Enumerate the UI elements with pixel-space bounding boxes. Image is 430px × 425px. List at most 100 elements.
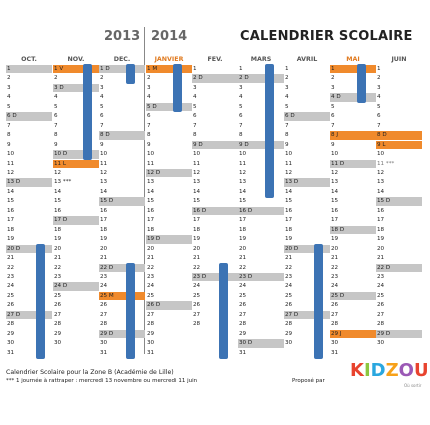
day-cell: 28	[285, 321, 293, 328]
day-cell: 17 D	[53, 216, 99, 225]
day-cell: 10	[100, 151, 108, 158]
day-cell: 24	[193, 283, 201, 290]
day-cell: 3	[285, 84, 289, 91]
day-cell: 23	[377, 273, 385, 280]
day-cell: 2	[147, 75, 151, 82]
day-cell: 16	[285, 207, 293, 214]
kidzou-logo[interactable]: KIDZOU	[350, 360, 429, 381]
day-cell: 29	[7, 330, 15, 337]
day-cell: 15 D	[99, 197, 145, 206]
day-cell: 19	[193, 236, 201, 243]
day-cell: 23	[331, 273, 339, 280]
day-cell: 8	[193, 132, 197, 139]
day-cell: 22	[7, 264, 15, 271]
day-cell: 30	[377, 340, 385, 347]
month-name: AVRIL	[296, 56, 318, 63]
month-column-oct: OCT. 1 2 3 4 5 6 D 7 8 9 10 11 12 13 D 14 15 16 17 18 19 20 …	[6, 56, 52, 358]
day-cell: 19	[377, 236, 385, 243]
day-cell: 26	[193, 302, 201, 309]
day-cell: 4	[54, 94, 58, 101]
day-cell: 18	[147, 226, 155, 233]
day-cell: 20	[147, 245, 155, 252]
day-cell: 20 D	[6, 244, 52, 254]
day-cell: 7	[147, 122, 151, 129]
day-cell: 11 D	[330, 159, 376, 168]
day-cell: 1	[285, 66, 289, 72]
day-cell: 5	[193, 103, 197, 110]
day-cell: 10	[193, 151, 201, 158]
month-column-avril: AVRIL 1 2 3 4 5 6 D 7 8 9 10 11 12 13 D 14 15 16 17 18 19 20…	[284, 56, 330, 349]
logo-letter: K	[350, 360, 364, 381]
day-cell: 7	[239, 122, 243, 129]
day-cell: 12	[239, 169, 247, 176]
day-cell: 29 J	[330, 329, 376, 339]
day-cell: 4	[285, 94, 289, 101]
day-cell: 7	[7, 122, 11, 129]
school-year-divider	[144, 27, 145, 354]
day-cell: 5	[377, 103, 381, 110]
day-cell: 9	[54, 141, 58, 148]
day-cell: 4	[193, 94, 197, 101]
day-cell: 10	[285, 151, 293, 158]
day-cell: 15	[7, 198, 15, 205]
day-cell: 30	[331, 340, 339, 347]
day-cell: 21	[54, 255, 62, 262]
day-cell: 28	[147, 321, 155, 328]
day-cell: 9	[285, 141, 289, 148]
day-cell: 17	[331, 217, 339, 224]
day-cell: 3	[100, 84, 104, 91]
day-cell: 5	[100, 103, 104, 110]
day-cell: 28	[7, 321, 15, 328]
day-cell: 22	[193, 264, 201, 271]
day-cell: 23	[54, 273, 62, 280]
day-cell: 12	[377, 169, 385, 176]
day-cell: 23 D	[192, 272, 238, 282]
day-cell: 31	[7, 349, 15, 356]
day-cell: 12	[331, 169, 339, 176]
day-cell: 3 D	[53, 83, 99, 93]
day-cell: 4	[147, 94, 151, 101]
day-cell: 11	[7, 160, 15, 167]
day-cell: 25	[54, 292, 62, 299]
day-cell: 26	[239, 302, 247, 309]
day-cell: 29 D	[376, 329, 422, 339]
day-cell: 5	[331, 103, 335, 110]
logo-letter: D	[370, 360, 386, 381]
day-cell: 9	[331, 141, 335, 148]
day-cell: 14	[285, 188, 293, 195]
day-cell: 8	[285, 132, 289, 139]
day-cell: 31	[331, 349, 339, 356]
day-cell: 22	[54, 264, 62, 271]
day-cell: 18	[100, 226, 108, 233]
day-cell: 29	[54, 330, 62, 337]
day-cell: 12	[193, 169, 201, 176]
day-cell: 9	[147, 141, 151, 148]
day-cell: 3	[193, 84, 197, 91]
logo-letter: O	[398, 360, 414, 381]
day-cell: 12	[100, 169, 108, 176]
day-cell: 11	[285, 160, 293, 167]
day-cell: 29	[147, 330, 155, 337]
day-cell: 16	[331, 207, 339, 214]
day-cell: 6	[193, 113, 197, 120]
day-cell: 24	[331, 283, 339, 290]
day-cell: 6	[100, 113, 104, 120]
logo-letter: U	[413, 360, 429, 381]
day-cell: 13	[193, 179, 201, 186]
day-cell: 14	[147, 188, 155, 195]
day-cell: 31	[100, 349, 108, 356]
day-cell: 14	[7, 188, 15, 195]
day-cell: 27 D	[284, 310, 330, 320]
day-cell: 8	[239, 132, 243, 139]
vacation-bar	[314, 244, 323, 359]
day-cell: 8 D	[99, 131, 145, 140]
day-cell: 26	[285, 302, 293, 309]
day-cell: 26	[100, 302, 108, 309]
day-cell: 29	[239, 330, 247, 337]
day-cell: 27	[54, 311, 62, 318]
day-cell: 26	[331, 302, 339, 309]
day-cell: 7	[193, 122, 197, 129]
day-cell: 24	[285, 283, 293, 290]
